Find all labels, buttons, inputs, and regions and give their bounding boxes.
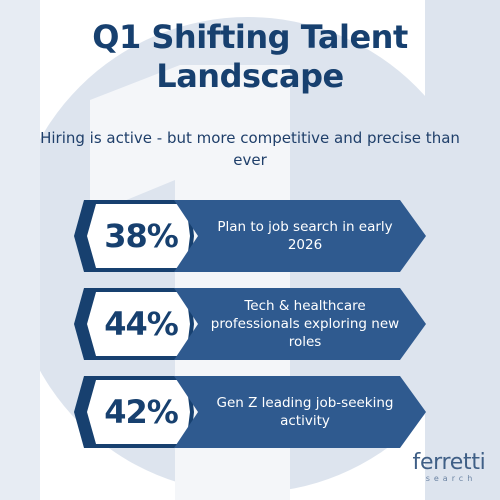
stat-label: Plan to job search in early 2026: [217, 219, 393, 253]
stat-percent: 44%: [104, 305, 179, 343]
page-title: Q1 Shifting Talent Landscape: [0, 18, 500, 96]
stat-banner-shape: [74, 376, 426, 448]
stat-label: Tech & healthcare professionals explorin…: [210, 298, 400, 350]
title-line-2: Landscape: [156, 57, 344, 95]
stat-banner-shape: [74, 200, 426, 272]
logo-wordmark: ferretti: [412, 450, 486, 475]
stat-card-1: 38% Plan to job search in early 2026: [74, 200, 434, 272]
ferretti-logo: ferretti search: [407, 450, 491, 484]
logo-subtext: search: [425, 474, 477, 483]
stat-percent: 42%: [104, 393, 179, 431]
stat-percent: 38%: [104, 217, 179, 255]
stat-banner-shape: [74, 288, 426, 360]
stat-card-3: 42% Gen Z leading job-seeking activity: [74, 376, 434, 448]
subtitle: Hiring is active - but more competitive …: [40, 129, 460, 169]
stat-card-2: 44% Tech & healthcare professionals expl…: [74, 288, 434, 360]
stat-label: Gen Z leading job-seeking activity: [216, 395, 394, 429]
title-line-1: Q1 Shifting Talent: [92, 18, 408, 56]
